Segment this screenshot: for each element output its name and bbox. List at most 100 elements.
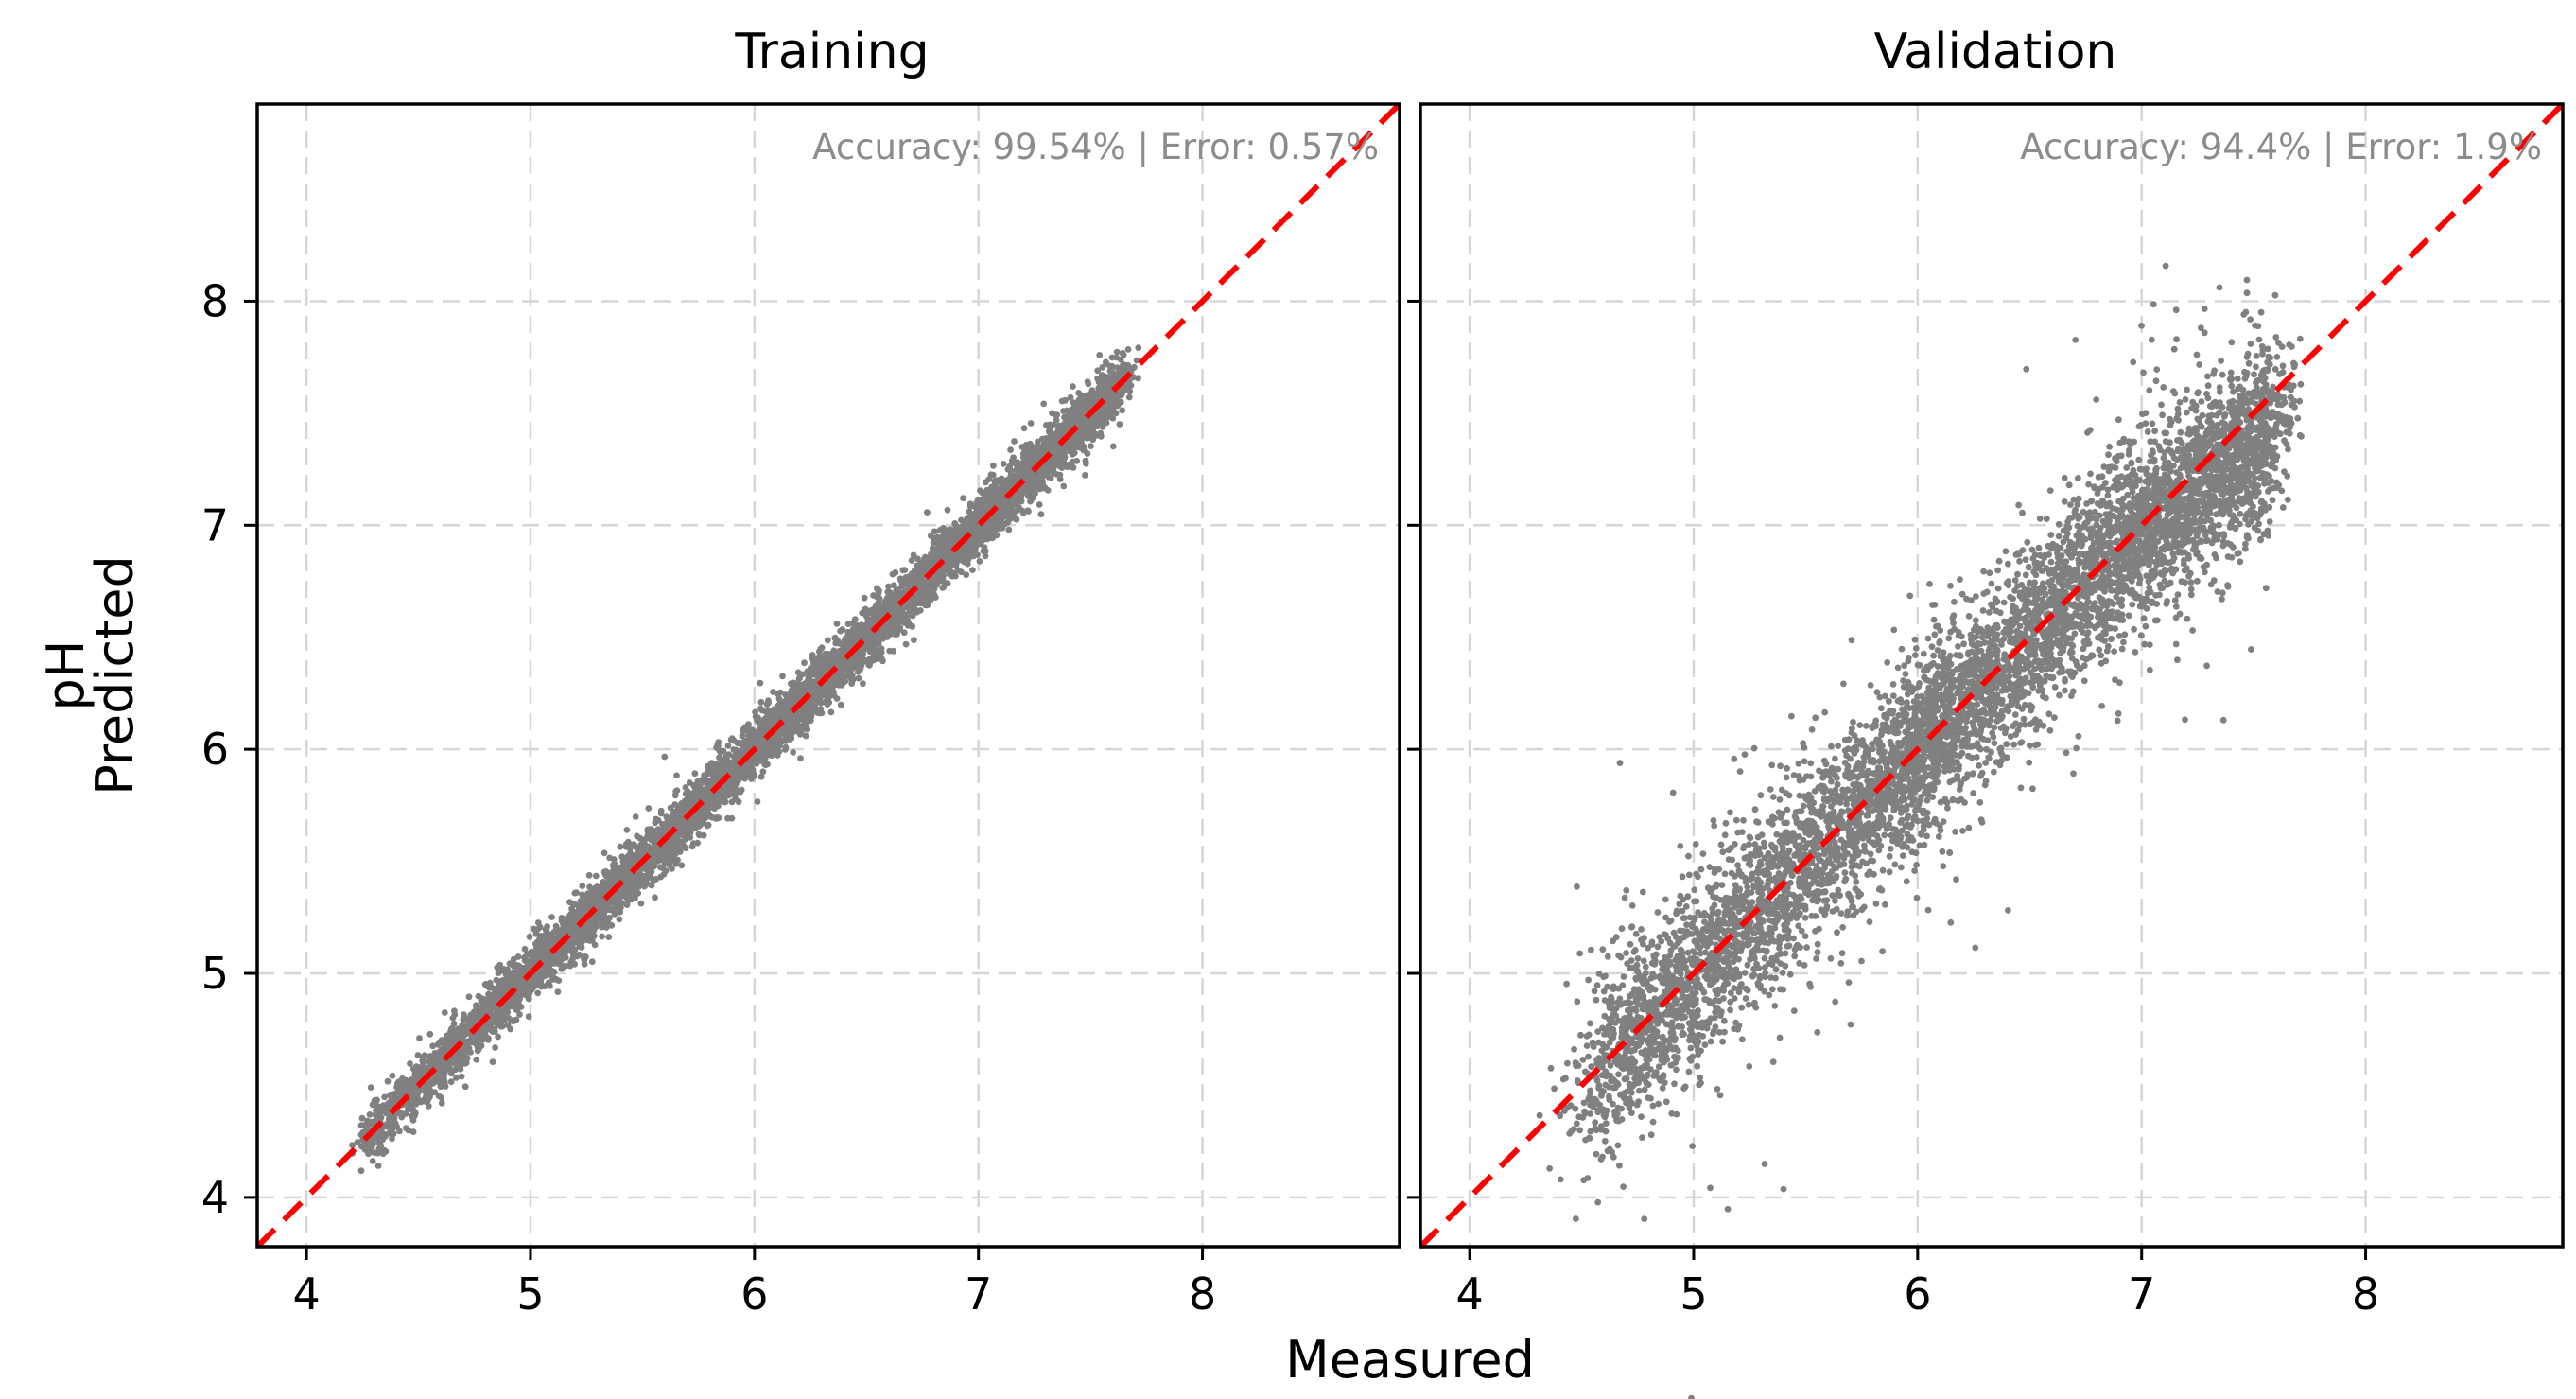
scatter-point <box>797 755 804 762</box>
scatter-point <box>757 705 764 712</box>
scatter-point <box>489 1058 496 1065</box>
scatter-point <box>573 889 580 897</box>
scatter-point <box>1113 348 1121 356</box>
scatter-point <box>1070 383 1076 390</box>
scatter-point <box>458 1073 465 1080</box>
scatter-point <box>901 567 909 573</box>
scatter-point <box>1119 407 1126 414</box>
scatter-point <box>600 849 608 857</box>
scatter-point <box>429 1042 437 1050</box>
scatter-point <box>708 760 715 767</box>
scatter-point <box>765 699 772 707</box>
scatter-point <box>960 495 966 502</box>
scatter-point <box>552 922 560 930</box>
scatter-point <box>1007 446 1014 453</box>
scatter-point <box>545 979 552 987</box>
scatter-point <box>724 814 731 822</box>
scatter-point <box>366 1111 374 1118</box>
scatter-point <box>774 752 781 759</box>
scatter-point <box>817 656 824 663</box>
scatter-point <box>936 527 944 533</box>
scatter-point <box>1130 364 1138 371</box>
scatter-point <box>725 751 732 759</box>
scatter-point <box>802 732 809 740</box>
scatter-point <box>373 1107 380 1114</box>
scatter-point <box>735 798 742 806</box>
scatter-point <box>1000 461 1007 467</box>
scatter-point <box>652 894 658 901</box>
scatter-point <box>966 500 974 508</box>
scatter-point <box>534 989 542 997</box>
scatter-point <box>1056 423 1063 429</box>
scatter-point <box>526 933 533 940</box>
scatter-point <box>588 958 596 966</box>
scatter-point <box>860 680 866 688</box>
scatter-point <box>976 558 983 565</box>
scatter-point <box>754 798 761 805</box>
scatter-point <box>728 735 736 742</box>
scatter-point <box>824 637 831 644</box>
scatter-point <box>672 860 680 867</box>
scatter-point <box>361 1122 369 1128</box>
scatter-point <box>645 805 653 812</box>
scatter-point <box>389 1072 396 1079</box>
scatter-point <box>695 831 703 838</box>
scatter-point <box>1037 511 1045 518</box>
scatter-point <box>657 807 665 814</box>
scatter-point <box>374 1163 382 1169</box>
scatter-point <box>759 768 767 776</box>
scatter-point <box>592 872 600 880</box>
scatter-point <box>673 787 681 794</box>
scatter-point <box>394 1080 401 1088</box>
scatter-point <box>357 1167 365 1175</box>
scatter-point <box>481 1031 489 1039</box>
scatter-point <box>833 620 841 627</box>
scatter-point <box>453 1075 460 1081</box>
scatter-point <box>1005 526 1013 533</box>
scatter-point <box>1082 472 1088 479</box>
scatter-point <box>1088 443 1094 449</box>
scatter-point <box>1119 349 1126 357</box>
scatter-point <box>427 1080 435 1088</box>
scatter-point <box>924 509 931 516</box>
scatter-point <box>605 934 613 940</box>
scatter-point <box>691 770 699 778</box>
scatter-point <box>504 968 512 974</box>
scatter-point <box>623 827 631 833</box>
scatter-point <box>741 724 748 731</box>
scatter-point <box>910 551 917 559</box>
scatter-point <box>379 1102 387 1109</box>
scatter-point <box>779 673 786 680</box>
scatter-point <box>812 668 820 675</box>
scatter-point <box>911 637 917 643</box>
scatter-point <box>571 901 579 908</box>
scatter-point <box>442 1083 449 1090</box>
scatter-point <box>870 592 877 599</box>
scatter-point <box>425 1102 432 1110</box>
scatter-point <box>461 1083 469 1091</box>
scatter-point <box>827 708 835 716</box>
scatter-point <box>1125 393 1133 401</box>
scatter-point <box>1096 352 1104 358</box>
scatter-point <box>507 1025 514 1033</box>
scatter-point <box>889 570 896 578</box>
scatter-point <box>548 914 555 920</box>
scatter-point <box>441 1009 448 1016</box>
scatter-point <box>766 751 773 759</box>
scatter-point <box>724 743 732 749</box>
scatter-point <box>928 551 935 558</box>
scatter-point <box>991 478 999 485</box>
scatter-point <box>606 854 613 862</box>
scatter-point <box>900 629 908 637</box>
scatter-point <box>384 1077 392 1085</box>
training-grid <box>257 104 1400 1247</box>
scatter-point <box>734 740 741 747</box>
scatter-point <box>465 993 473 1001</box>
scatter-point <box>426 1030 434 1038</box>
scatter-point <box>861 594 868 602</box>
scatter-point <box>451 1007 458 1015</box>
scatter-point <box>908 557 915 564</box>
scatter-point <box>757 698 765 706</box>
scatter-point <box>579 883 586 889</box>
